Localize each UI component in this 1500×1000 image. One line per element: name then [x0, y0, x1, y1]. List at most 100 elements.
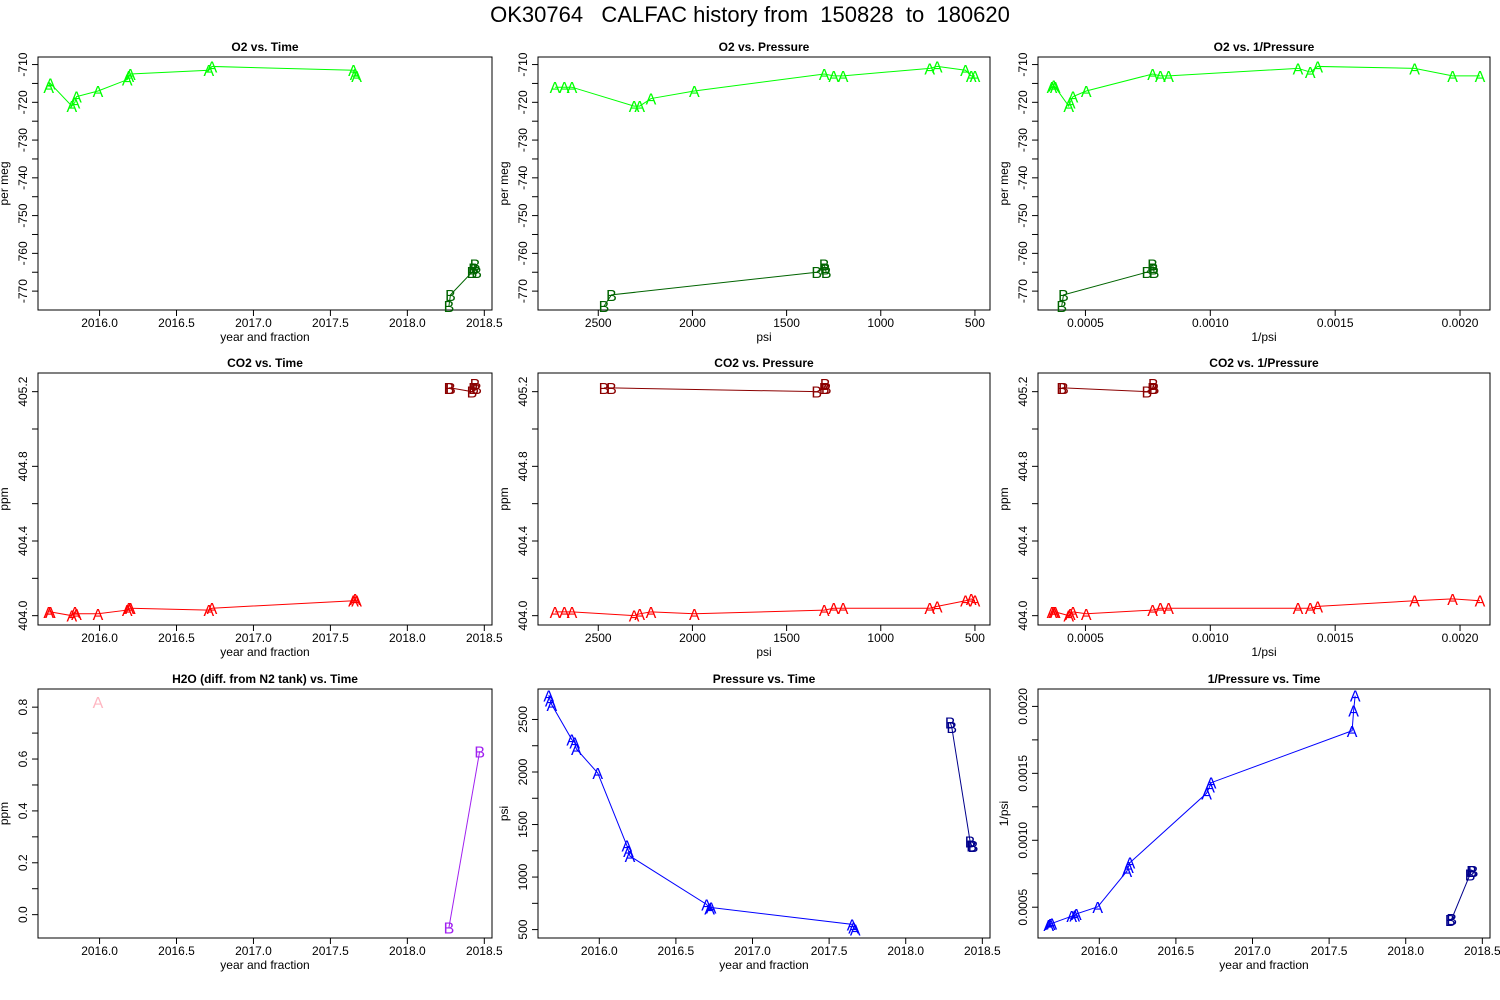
data-point-A: A — [704, 902, 715, 919]
data-point-A: A — [592, 766, 603, 783]
data-point-A: A — [1069, 908, 1080, 925]
y-axis-label: ppm — [497, 487, 511, 510]
panel-7: H2O (diff. from N2 tank) vs. Time year an… — [0, 672, 503, 972]
y-axis-label: per meg — [497, 161, 511, 205]
y-tick-label: 1000 — [516, 863, 530, 890]
data-point-A: A — [1071, 907, 1082, 924]
data-point-A: A — [93, 695, 104, 712]
x-tick-label: 2016.0 — [1081, 944, 1118, 958]
y-tick-label: -750 — [516, 203, 530, 227]
panel-title: Pressure vs. Time — [713, 672, 816, 686]
data-point-B: B — [1056, 381, 1067, 398]
data-point-A: A — [1125, 856, 1136, 873]
y-tick-label: 404.4 — [516, 526, 530, 556]
data-point-A: A — [623, 844, 634, 861]
data-point-A: A — [932, 599, 943, 616]
y-axis-label: psi — [497, 806, 511, 821]
x-tick-label: 2016.5 — [158, 944, 195, 958]
data-point-A: A — [701, 897, 712, 914]
data-point-A: A — [567, 80, 578, 97]
x-axis-label: 1/psi — [1251, 645, 1276, 659]
data-point-A: A — [966, 69, 977, 86]
data-point-B: B — [471, 381, 482, 398]
x-tick-label: 2018.5 — [1464, 944, 1500, 958]
plot-frame — [1037, 688, 1491, 939]
y-tick-label: -730 — [16, 128, 30, 152]
data-point-B: B — [470, 258, 481, 275]
data-point-A: A — [1155, 601, 1166, 618]
series-line-A — [554, 598, 976, 617]
y-tick-label: -720 — [1016, 90, 1030, 114]
x-axis-label: psi — [756, 645, 771, 659]
data-point-A: A — [43, 605, 54, 622]
y-tick-label: -770 — [1016, 279, 1030, 303]
x-tick-label: 1000 — [867, 631, 894, 645]
x-tick-label: 2500 — [585, 316, 612, 330]
data-point-A: A — [543, 688, 554, 705]
y-tick-label: 0.0015 — [1016, 755, 1030, 792]
data-point-A: A — [350, 592, 361, 609]
data-point-A: A — [1048, 605, 1059, 622]
x-axis-label: year and fraction — [719, 958, 808, 972]
data-point-A: A — [1147, 603, 1158, 620]
data-point-A: A — [1050, 80, 1061, 97]
data-point-A: A — [1065, 607, 1076, 624]
data-point-A: A — [71, 607, 82, 624]
x-tick-label: 2017.5 — [811, 944, 848, 958]
data-point-A: A — [1163, 69, 1174, 86]
data-point-B: B — [467, 265, 478, 282]
x-tick-label: 500 — [965, 316, 985, 330]
data-point-A: A — [122, 73, 133, 90]
data-point-A: A — [207, 59, 218, 76]
data-point-B: B — [819, 258, 830, 275]
y-tick-label: 405.2 — [16, 376, 30, 406]
data-point-A: A — [569, 736, 580, 753]
x-tick-label: 2018.0 — [389, 316, 426, 330]
data-point-A: A — [70, 95, 81, 112]
data-point-A: A — [1047, 605, 1058, 622]
data-point-A: A — [1068, 605, 1079, 622]
series-line-A — [1051, 598, 1481, 617]
data-point-A: A — [819, 67, 830, 84]
data-point-A: A — [43, 80, 54, 97]
x-tick-label: 2016.0 — [81, 316, 118, 330]
data-point-A: A — [1092, 900, 1103, 917]
data-point-B: B — [1142, 265, 1153, 282]
data-point-A: A — [1046, 916, 1057, 933]
data-point-B: B — [444, 381, 455, 398]
x-tick-label: 2016.0 — [581, 944, 618, 958]
data-point-A: A — [689, 84, 700, 101]
y-tick-label: -740 — [1016, 166, 1030, 190]
y-axis-label: ppm — [0, 802, 11, 825]
y-tick-label: -720 — [516, 90, 530, 114]
x-tick-label: 2018.0 — [389, 631, 426, 645]
x-tick-label: 2016.5 — [658, 944, 695, 958]
data-point-A: A — [1068, 90, 1079, 107]
data-point-B: B — [968, 839, 979, 856]
data-point-A: A — [838, 601, 849, 618]
x-tick-label: 2016.5 — [158, 316, 195, 330]
plot-frame — [37, 56, 493, 311]
panel-title: O2 vs. Time — [231, 40, 298, 54]
data-point-B: B — [820, 377, 831, 394]
y-axis-label: ppm — [997, 487, 1011, 510]
data-point-A: A — [123, 69, 134, 86]
data-point-B: B — [444, 299, 455, 316]
data-point-A: A — [1045, 917, 1056, 934]
series-line-B — [603, 384, 827, 393]
x-tick-label: 2017.5 — [312, 316, 349, 330]
data-point-A: A — [1065, 95, 1076, 112]
series-line-B — [603, 263, 827, 307]
data-point-A: A — [567, 605, 578, 622]
panel-title: 1/Pressure vs. Time — [1208, 672, 1321, 686]
y-tick-label: -730 — [1016, 128, 1030, 152]
data-point-B: B — [599, 299, 610, 316]
series-line-A — [48, 598, 357, 617]
data-point-A: A — [122, 603, 133, 620]
plot-frame — [37, 372, 493, 626]
x-tick-label: 0.0005 — [1067, 316, 1104, 330]
data-point-B: B — [468, 381, 479, 398]
data-point-A: A — [629, 99, 640, 116]
